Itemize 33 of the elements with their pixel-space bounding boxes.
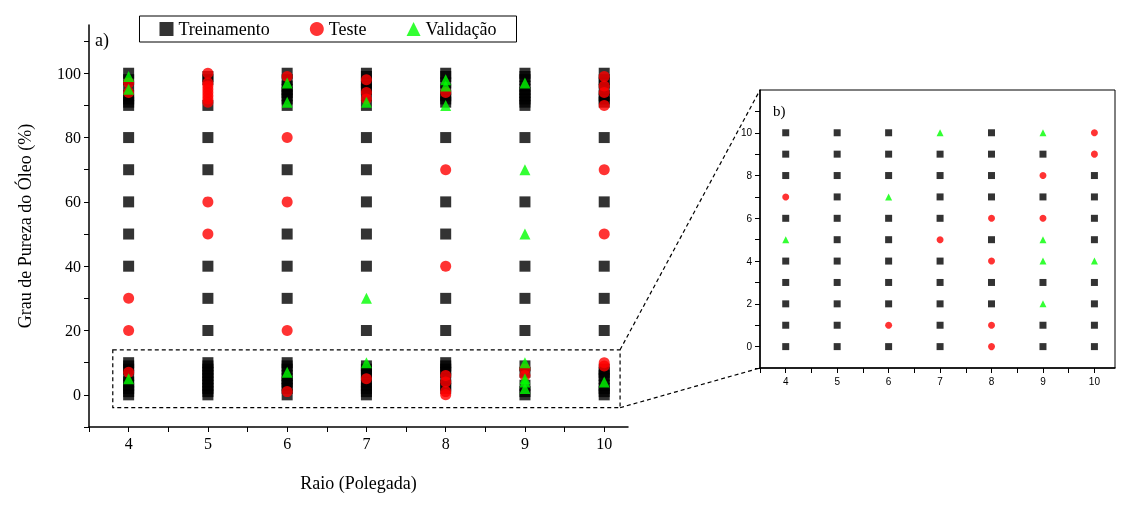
y-tick-label: 80 xyxy=(65,129,81,147)
x-tick-label: 8 xyxy=(441,434,450,452)
y-tick-label: 2 xyxy=(746,298,753,310)
x-tick-label: 7 xyxy=(937,375,944,387)
y-tick-label: 0 xyxy=(73,386,81,404)
text: b) xyxy=(773,102,786,120)
legend-label: Validação xyxy=(425,19,497,39)
x-tick-label: 9 xyxy=(520,434,529,452)
x-tick-label: 10 xyxy=(596,434,613,452)
legend-label: Teste xyxy=(328,19,367,39)
y-tick-label: 0 xyxy=(746,341,753,353)
y-tick-label: 60 xyxy=(65,193,81,211)
y-tick-label: 4 xyxy=(746,255,753,267)
y-axis-title: Grau de Pureza do Óleo (%) xyxy=(14,123,36,329)
x-tick-label: 9 xyxy=(1040,375,1047,387)
x-axis-title: Raio (Polegada) xyxy=(300,473,417,494)
x-tick-label: 5 xyxy=(203,434,212,452)
x-tick-label: 6 xyxy=(885,375,892,387)
x-tick-label: 5 xyxy=(834,375,841,387)
x-tick-label: 10 xyxy=(1088,375,1101,387)
y-tick-label: 40 xyxy=(65,257,81,275)
x-tick-label: 8 xyxy=(988,375,995,387)
chart-title: a) xyxy=(95,30,109,51)
x-tick-label: 7 xyxy=(362,434,371,452)
legend-label: Treinamento xyxy=(178,19,270,39)
y-tick-label: 8 xyxy=(746,170,753,182)
y-tick-label: 20 xyxy=(65,322,81,340)
y-tick-label: 100 xyxy=(57,64,81,82)
x-tick-label: 6 xyxy=(283,434,292,452)
x-tick-label: 4 xyxy=(124,434,133,452)
y-tick-label: 6 xyxy=(746,212,753,224)
y-tick-label: 10 xyxy=(740,127,753,139)
x-tick-label: 4 xyxy=(782,375,789,387)
